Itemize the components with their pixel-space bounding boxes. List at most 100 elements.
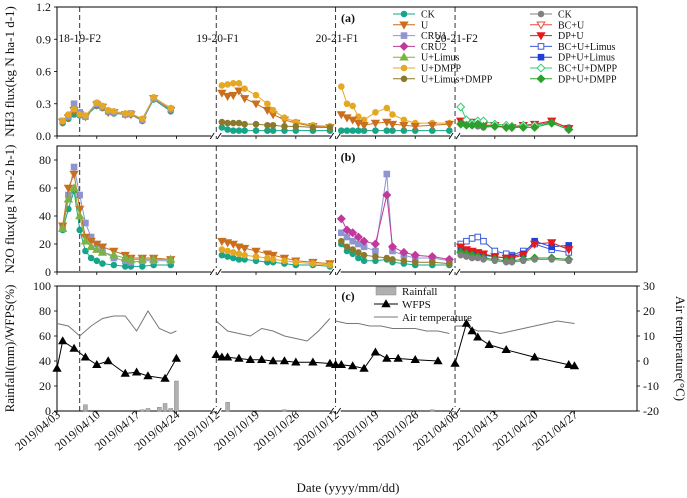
- series-point-DP+U: [547, 239, 557, 248]
- series-point-CK: [548, 256, 556, 263]
- panel-a-label: (a): [341, 11, 355, 25]
- series-point-U: [239, 244, 250, 254]
- series-point-CRU1: [338, 229, 345, 237]
- rainfall-bar: [430, 409, 435, 412]
- series-point-U+DMPP: [59, 117, 66, 125]
- series-point-U+Limus: [58, 223, 68, 232]
- wfps-point: [473, 332, 483, 341]
- legend-airtemp-label: Air temperature: [402, 312, 472, 324]
- series-point-U+DMPP: [338, 83, 345, 90]
- series-point-CRU1: [383, 170, 391, 178]
- break-mark: [448, 407, 454, 415]
- series-point-U+Limus+DMPP: [355, 249, 362, 256]
- series-point-CK: [110, 261, 118, 269]
- series-point-U: [268, 251, 278, 261]
- series-point-CK: [502, 258, 510, 266]
- panel-a-y-tick-label: 0.6: [36, 65, 51, 79]
- panel-c-y-right-tick-label: 10: [643, 329, 655, 343]
- series-point-U+Limus+DMPP: [389, 256, 396, 263]
- series-point-CK: [372, 127, 379, 134]
- series-point-U+Limus+DMPP: [229, 119, 237, 127]
- series-point-U+Limus+DMPP: [360, 251, 368, 259]
- series-point-U: [97, 243, 108, 252]
- series-point-U+DMPP: [235, 80, 243, 87]
- series-point-BC+U+Limus: [480, 237, 487, 245]
- series-point-U+DMPP: [292, 258, 300, 266]
- series-point-CK: [480, 256, 487, 263]
- panel-c-y-left-tick-label: 0: [45, 404, 51, 418]
- break-mark: [329, 268, 335, 276]
- legend-label-DP+U+Limus: DP+U+Limus: [558, 53, 615, 64]
- break-mark: [455, 132, 461, 140]
- series-point-CK: [264, 127, 271, 134]
- legend-label-U+DMPP: U+DMPP: [421, 64, 462, 75]
- series-point-CRU2: [348, 228, 358, 238]
- series-point-U+DMPP: [229, 80, 237, 87]
- series-point-CRU1: [349, 237, 356, 245]
- panel-b-frame: [56, 145, 638, 273]
- series-point-U+DMPP: [264, 100, 271, 108]
- series-point-U: [239, 95, 250, 104]
- series-point-CK: [531, 256, 538, 263]
- panel-b-ylabel: N2O flux(μg N m-2 h-1): [2, 144, 17, 273]
- legend-marker-U: [399, 21, 409, 30]
- wfps-point: [569, 361, 580, 370]
- series-point-CK: [474, 254, 482, 262]
- series-point-CK: [457, 251, 465, 259]
- series-point-CRU1: [70, 100, 78, 108]
- series-point-U+DMPP: [218, 246, 226, 253]
- rainfall-bar: [140, 409, 145, 412]
- panel-a-y-tick-label: 0.0: [36, 129, 51, 143]
- panel-c-label: (c): [341, 289, 354, 303]
- series-point-U+Limus: [126, 254, 136, 263]
- series-point-U: [222, 92, 233, 102]
- series-point-U+DMPP: [281, 257, 288, 265]
- panel-c-y-right-tick-label: 30: [643, 279, 655, 293]
- series-point-U+Limus+DMPP: [218, 118, 226, 126]
- series-point-DP+U+DMPP: [547, 118, 557, 128]
- segment-label: 18-19-F2: [58, 33, 101, 45]
- panel-c-ylabel-right: Air temperature(°C): [673, 296, 687, 401]
- legend-label-U: U: [421, 20, 429, 31]
- series-point-U: [410, 123, 420, 132]
- segment-label: 19-20-F1: [196, 33, 239, 45]
- legend-wfps-marker: [381, 299, 391, 308]
- series-point-DP+U+DMPP: [518, 122, 528, 132]
- series-point-U: [399, 121, 409, 131]
- air-temperature-line: [455, 320, 575, 335]
- wfps-point: [501, 344, 511, 354]
- wfps-point: [291, 357, 301, 366]
- series-point-BC+U+DMPP: [456, 102, 466, 112]
- wfps-point: [103, 356, 113, 365]
- series-point-CK: [360, 257, 368, 265]
- legend-marker-U+Limus+DMPP: [400, 75, 408, 83]
- panel-b-label: (b): [341, 150, 356, 164]
- break-mark: [329, 407, 335, 415]
- series-point-U+Limus+DMPP: [446, 260, 453, 267]
- series-point-U+DMPP: [235, 250, 243, 258]
- series-point-CK: [218, 124, 226, 131]
- series-point-DP+U+DMPP: [490, 121, 500, 131]
- legend-label-CK: CK: [421, 10, 436, 21]
- series-point-CK: [229, 127, 237, 134]
- air-temperature-line: [335, 320, 450, 334]
- legend-marker-CRU1: [400, 32, 408, 39]
- series-point-CK: [519, 257, 527, 265]
- series-point-BC+U+Limus: [463, 237, 470, 245]
- panel-c-y-right-tick-label: -20: [643, 404, 659, 418]
- series-point-DP+U+DMPP: [530, 122, 540, 132]
- segment-label: 20-21-F2: [435, 33, 478, 45]
- wfps-point: [325, 358, 335, 367]
- panel-frames: [54, 6, 640, 415]
- panel-c-y-left-tick-label: 60: [39, 329, 51, 343]
- series-point-CK: [87, 254, 95, 262]
- legend-wfps-label: WFPS: [402, 299, 431, 311]
- legend-label-U+Limus: U+Limus: [421, 53, 460, 64]
- series-point-U+Limus: [149, 254, 159, 263]
- rainfall-bar: [225, 402, 230, 412]
- break-mark: [336, 268, 342, 276]
- series-point-U+DMPP: [70, 105, 78, 113]
- wfps-point: [234, 353, 244, 362]
- series-point-U+DMPP: [309, 260, 317, 267]
